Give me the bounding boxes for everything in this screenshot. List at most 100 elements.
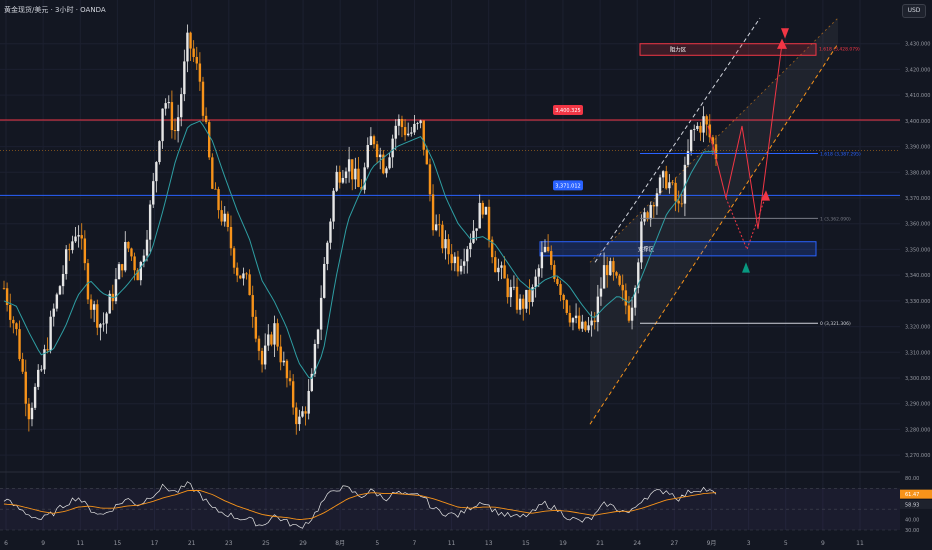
candle-body	[148, 204, 152, 240]
candle-body	[553, 264, 556, 279]
candle-body	[77, 235, 80, 237]
candle-body	[301, 411, 304, 417]
candle-body	[326, 242, 329, 264]
candle-body	[683, 164, 687, 204]
candle-body	[186, 32, 189, 62]
candle-body	[618, 275, 621, 285]
candle-body	[450, 254, 453, 264]
candle-body	[24, 371, 27, 404]
candle-body	[176, 117, 180, 132]
candle-body	[341, 177, 345, 183]
rsi-axis-bg	[900, 499, 932, 509]
price-tick-label: 3,290.000	[905, 402, 930, 408]
candle-body	[329, 221, 332, 243]
candle-body	[605, 265, 609, 276]
candle-body	[674, 182, 677, 201]
fib-label: 0 (3,321.306)	[820, 321, 851, 327]
candle-body	[108, 293, 111, 314]
candle-body	[406, 133, 410, 136]
candle-body	[170, 102, 174, 131]
candle-body	[133, 256, 136, 271]
pressure-zone-box	[639, 43, 817, 56]
candle-body	[68, 249, 71, 251]
candle-body	[366, 145, 369, 168]
candle-body	[335, 171, 338, 191]
candle-body	[2, 288, 6, 289]
rsi-line	[3, 481, 717, 529]
channel-mid-line	[589, 17, 839, 263]
candle-body	[413, 123, 416, 133]
time-tick-label: 15	[522, 540, 530, 547]
candle-body	[568, 312, 572, 323]
candle-body	[92, 304, 96, 310]
candle-body	[494, 257, 497, 273]
candle-body	[313, 343, 317, 374]
candle-body	[515, 286, 519, 310]
candle-body	[232, 248, 236, 268]
candle-body	[655, 193, 659, 207]
candle-body	[584, 321, 587, 331]
candle-body	[459, 265, 463, 272]
candle-body	[360, 187, 363, 190]
price-axis[interactable]: 3,430.000 3,420.000 3,410.000 3,400.000 3,39…	[900, 0, 932, 550]
candle-body	[49, 316, 52, 351]
candle-body	[105, 313, 108, 324]
moving-average	[3, 120, 716, 380]
time-tick-label: 11	[856, 540, 864, 547]
candle-body	[192, 48, 195, 57]
candle-body	[204, 115, 208, 123]
currency-button[interactable]: USD	[902, 4, 926, 18]
candle-body	[30, 407, 34, 420]
candle-body	[220, 210, 223, 222]
candle-body	[279, 346, 282, 363]
candle-body	[643, 212, 646, 222]
candle-body	[379, 154, 382, 158]
time-tick-label: 27	[671, 540, 679, 547]
time-tick-label: 24	[633, 540, 641, 547]
price-axis-bg	[900, 0, 932, 550]
candle-body	[419, 120, 422, 124]
price-tick-label: 3,420.000	[905, 67, 930, 73]
candle-body	[58, 286, 62, 295]
time-tick-label: 9	[821, 540, 825, 547]
candle-body	[388, 157, 391, 169]
candle-body	[652, 205, 656, 207]
candle-body	[490, 239, 494, 258]
price-tick-label: 3,400.000	[905, 119, 930, 125]
candle-body	[173, 130, 177, 132]
candle-body	[201, 81, 205, 116]
candle-body	[354, 168, 357, 180]
candle-body	[400, 119, 404, 128]
candle-body	[416, 123, 419, 124]
candle-body	[677, 200, 680, 204]
candle-body	[139, 261, 143, 281]
candle-body	[702, 116, 705, 133]
candle-body	[686, 151, 690, 165]
candle-body	[534, 276, 537, 288]
candle-body	[357, 168, 360, 188]
pressure-zone-label: 阻力区	[670, 46, 687, 54]
candle-body	[5, 288, 9, 305]
time-tick-label: 25	[262, 540, 270, 547]
price-tick-label: 3,380.000	[905, 170, 930, 176]
candle-body	[708, 124, 711, 138]
candle-body	[248, 274, 251, 296]
candle-body	[223, 213, 226, 222]
candle-body	[425, 149, 429, 165]
candle-body	[307, 390, 310, 414]
candle-body	[9, 304, 12, 320]
bull-path	[707, 43, 783, 229]
ma-line	[3, 120, 716, 380]
candle-body	[21, 359, 24, 372]
time-axis[interactable]: 6 9 11 15 17 21 23 25 29 8月 5 7 11 13 15 19 21 24 27 9月 3 5 9 1…	[4, 540, 864, 547]
candle-body	[211, 157, 214, 189]
dip-path	[725, 195, 767, 251]
time-tick-label: 21	[596, 540, 604, 547]
candle-body	[282, 360, 286, 363]
candle-body	[410, 132, 413, 134]
time-tick-label: 15	[114, 540, 122, 547]
candle-body	[298, 416, 301, 425]
candle-body	[295, 407, 298, 425]
candle-body	[509, 287, 512, 298]
